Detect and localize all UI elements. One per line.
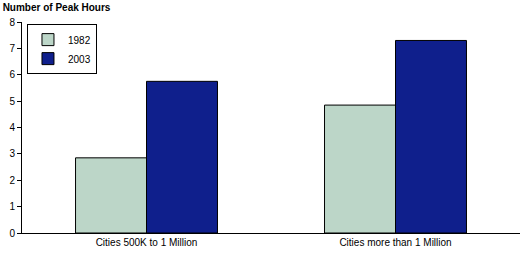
svg-text:2: 2 (9, 175, 15, 186)
svg-text:7: 7 (9, 43, 15, 54)
svg-text:8: 8 (9, 17, 15, 28)
svg-text:0: 0 (9, 228, 15, 239)
svg-text:Number of Peak Hours: Number of Peak Hours (3, 2, 111, 13)
svg-text:5: 5 (9, 96, 15, 107)
svg-text:Cities 500K to 1 Million: Cities 500K to 1 Million (96, 237, 198, 248)
svg-text:3: 3 (9, 148, 15, 159)
svg-text:2003: 2003 (68, 54, 91, 65)
svg-text:6: 6 (9, 69, 15, 80)
svg-text:Cities more than 1 Million: Cities more than 1 Million (339, 237, 451, 248)
svg-text:4: 4 (9, 122, 15, 133)
svg-text:1: 1 (9, 201, 15, 212)
svg-text:1982: 1982 (68, 35, 91, 46)
